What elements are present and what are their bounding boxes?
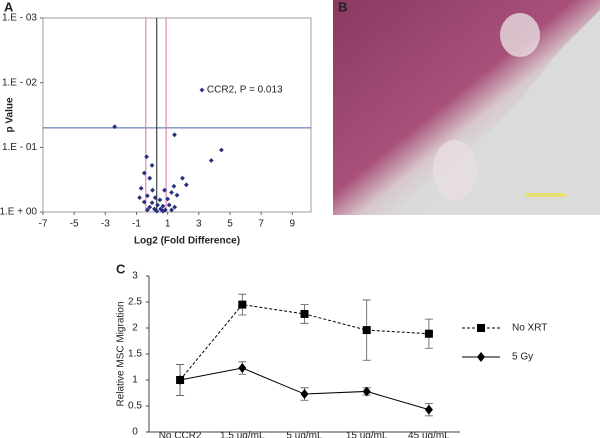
image-glands xyxy=(500,13,540,57)
data-point xyxy=(141,199,147,205)
data-point xyxy=(171,183,177,189)
data-point xyxy=(138,185,144,191)
data-point xyxy=(149,162,155,168)
data-point xyxy=(172,204,178,210)
annotation: CCR2, P = 0.013 xyxy=(207,85,283,96)
data-marker xyxy=(300,309,309,318)
legend-marker xyxy=(477,352,485,362)
data-point xyxy=(162,187,167,193)
x-tick-label: 1 xyxy=(165,219,171,230)
y-tick-label: 0.5 xyxy=(128,401,142,412)
data-point xyxy=(219,147,224,153)
y-tick-label: 0 xyxy=(132,427,138,438)
x-tick-label: No CCR2 xyxy=(159,431,202,438)
panel-label: B xyxy=(338,0,347,14)
y-tick-label: 1.E + 00 xyxy=(0,207,37,218)
data-point xyxy=(165,196,171,202)
data-marker xyxy=(362,386,371,397)
legend-label: 5 Gy xyxy=(512,352,533,363)
data-point xyxy=(172,132,177,138)
data-point xyxy=(150,187,155,193)
data-point xyxy=(199,87,205,93)
histology-image xyxy=(333,0,600,215)
y-axis-title: p Value xyxy=(5,97,16,132)
data-point xyxy=(160,208,166,214)
image-scalebar xyxy=(525,193,565,197)
data-point xyxy=(157,197,163,203)
data-marker xyxy=(424,404,433,415)
data-marker xyxy=(362,326,371,335)
y-tick-label: 3 xyxy=(132,271,138,282)
data-point xyxy=(152,195,158,201)
data-marker xyxy=(238,363,247,374)
y-tick-label: 1.E - 01 xyxy=(2,142,37,153)
y-tick-label: 1 xyxy=(132,375,138,386)
x-tick-label: 7 xyxy=(258,219,264,230)
data-point xyxy=(160,203,166,209)
x-axis-title: Log2 (Fold Difference) xyxy=(134,236,240,247)
x-tick-label: 3 xyxy=(196,219,202,230)
legend-label: No XRT xyxy=(512,323,547,334)
data-point xyxy=(169,190,174,195)
data-point xyxy=(147,204,153,210)
x-tick-label: -7 xyxy=(39,219,48,230)
y-tick-label: 2.5 xyxy=(128,297,142,308)
data-point xyxy=(147,175,153,181)
data-marker xyxy=(176,375,185,385)
x-tick-label: 5 ug/mL xyxy=(286,431,323,438)
data-point xyxy=(141,170,147,176)
data-point xyxy=(137,195,143,201)
x-tick-label: -5 xyxy=(70,219,79,230)
y-tick-label: 1.E - 03 xyxy=(2,13,37,24)
data-point xyxy=(112,124,118,130)
legend-marker xyxy=(477,324,485,332)
data-marker xyxy=(300,389,309,400)
x-tick-label: 9 xyxy=(290,219,296,230)
x-tick-label: 5 xyxy=(227,219,233,230)
data-point xyxy=(174,192,180,198)
y-axis-title: Relative MSC Migration xyxy=(116,301,127,406)
plot-frame xyxy=(42,17,312,213)
x-tick-label: 1.5 ug/mL xyxy=(220,431,265,438)
data-point xyxy=(155,202,160,208)
image-glands xyxy=(433,140,477,200)
panel-label: A xyxy=(4,0,14,14)
y-tick-label: 1.E - 02 xyxy=(2,77,37,88)
x-tick-label: 15 ug/mL xyxy=(346,431,388,438)
y-tick-label: 2 xyxy=(132,323,138,334)
data-point xyxy=(169,207,174,213)
x-tick-label: -3 xyxy=(101,219,110,230)
data-point xyxy=(183,182,189,188)
data-marker xyxy=(238,300,247,309)
panel-label: C xyxy=(116,261,126,276)
data-point xyxy=(144,193,150,199)
data-point xyxy=(180,175,185,181)
x-tick-label: 45 ug/mL xyxy=(408,431,450,438)
data-marker xyxy=(424,329,433,338)
data-point xyxy=(208,158,214,163)
data-point xyxy=(144,154,150,160)
data-point xyxy=(144,207,150,213)
y-tick-label: 1.5 xyxy=(128,349,142,360)
x-tick-label: -1 xyxy=(132,219,141,230)
data-point xyxy=(149,200,155,206)
data-point xyxy=(154,208,160,214)
data-point xyxy=(166,202,172,208)
